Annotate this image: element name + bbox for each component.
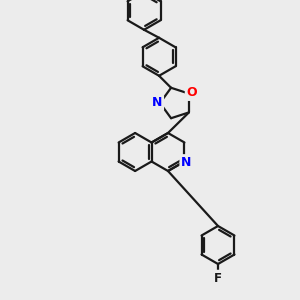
Text: N: N [152, 97, 162, 110]
Text: N: N [181, 156, 192, 169]
Text: O: O [187, 86, 197, 99]
Text: F: F [214, 272, 222, 284]
